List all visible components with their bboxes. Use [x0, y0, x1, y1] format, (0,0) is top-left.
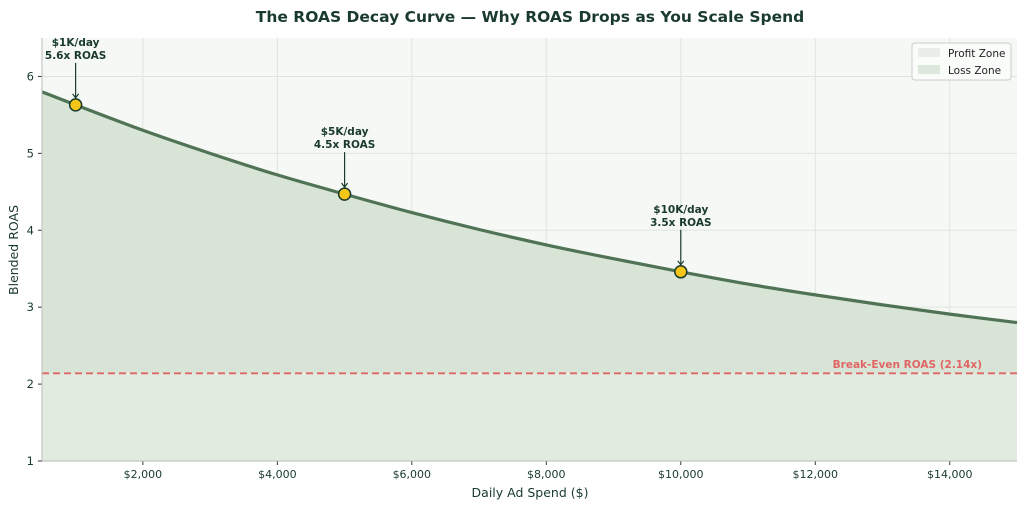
- annotation-label-roas: 3.5x ROAS: [650, 217, 711, 229]
- x-axis-label: Daily Ad Spend ($): [472, 485, 589, 500]
- legend-swatch-loss: [918, 65, 940, 74]
- y-tick-label: 5: [27, 146, 34, 160]
- x-tick-label: $2,000: [124, 468, 163, 481]
- y-tick-label: 6: [27, 69, 34, 83]
- annotation-label-spend: $10K/day: [653, 204, 708, 216]
- x-tick-label: $6,000: [393, 468, 432, 481]
- chart-title: The ROAS Decay Curve — Why ROAS Drops as…: [256, 8, 804, 26]
- data-point-marker: [337, 187, 352, 201]
- y-axis-label: Blended ROAS: [6, 205, 21, 295]
- annotation-label-roas: 4.5x ROAS: [314, 139, 375, 151]
- x-tick-label: $14,000: [927, 468, 973, 481]
- legend-label-profit: Profit Zone: [948, 48, 1005, 60]
- loss-zone-fill: [42, 373, 1017, 461]
- legend-label-loss: Loss Zone: [948, 65, 1001, 77]
- y-ticks: 1 2 3 4 5 6: [27, 69, 42, 468]
- series-lines: [41, 90, 1018, 375]
- annotation-label-spend: $5K/day: [321, 126, 369, 138]
- arrow-head-icon: [72, 93, 80, 99]
- arrow-head-icon: [677, 260, 685, 266]
- profit-zone-fill: [42, 91, 1017, 374]
- x-tick-label: $10,000: [658, 468, 704, 481]
- annotation-label-roas: 5.6x ROAS: [45, 50, 106, 62]
- data-point-marker: [68, 98, 83, 112]
- break-even-label: Break-Even ROAS (2.14x): [833, 359, 982, 371]
- arrow-head-icon: [341, 182, 349, 189]
- data-point-marker: [674, 265, 688, 279]
- y-tick-label: 2: [27, 377, 34, 391]
- y-tick-label: 1: [27, 454, 34, 468]
- x-tick-label: $4,000: [258, 468, 297, 481]
- x-tick-label: $8,000: [527, 468, 566, 481]
- legend: Profit Zone Loss Zone: [911, 42, 1012, 81]
- annotation-label-spend: $1K/day: [52, 37, 100, 49]
- y-tick-label: 4: [27, 223, 34, 237]
- x-ticks: $2,000 $4,000 $6,000 $8,000 $10,000 $12,000 $1…: [124, 461, 973, 481]
- y-tick-label: 3: [27, 300, 34, 314]
- x-tick-label: $12,000: [793, 468, 839, 481]
- zone-fills: [42, 91, 1017, 461]
- legend-swatch-profit: [918, 48, 940, 57]
- roas-curve: [41, 90, 1018, 325]
